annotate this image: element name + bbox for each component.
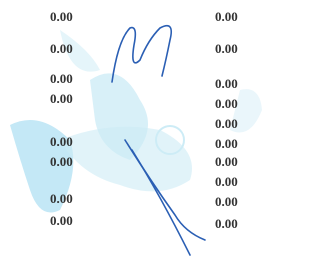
- amount: 0.00: [215, 96, 238, 111]
- amount: 0.00: [215, 136, 238, 151]
- amount: 0.00: [50, 71, 73, 86]
- amount: 0.00: [50, 41, 73, 56]
- right-column: 0.00 0.00 0.00 0.00 0.00 0.00 0.00 0.00 0.00 0.00: [215, 9, 238, 231]
- amount: 0.00: [215, 116, 238, 131]
- amount: 0.00: [50, 154, 73, 169]
- scanned-page: 0.000.000.000.000.000.000.000.00 0.000.0…: [0, 0, 274, 260]
- amount: 0.00: [215, 76, 238, 91]
- amount: 0.00: [215, 9, 238, 24]
- amount: 0.00: [215, 154, 238, 169]
- amount: 0.00: [50, 191, 73, 206]
- amount: 0.00: [50, 213, 73, 228]
- amount: 0.00: [215, 174, 238, 189]
- amount: 0.00: [215, 41, 238, 56]
- amount: 0.00: [50, 9, 73, 24]
- amount: 0.00: [215, 194, 238, 209]
- amount: 0.00: [215, 216, 238, 231]
- amount: 0.00: [50, 134, 73, 149]
- amount: 0.00: [50, 91, 73, 106]
